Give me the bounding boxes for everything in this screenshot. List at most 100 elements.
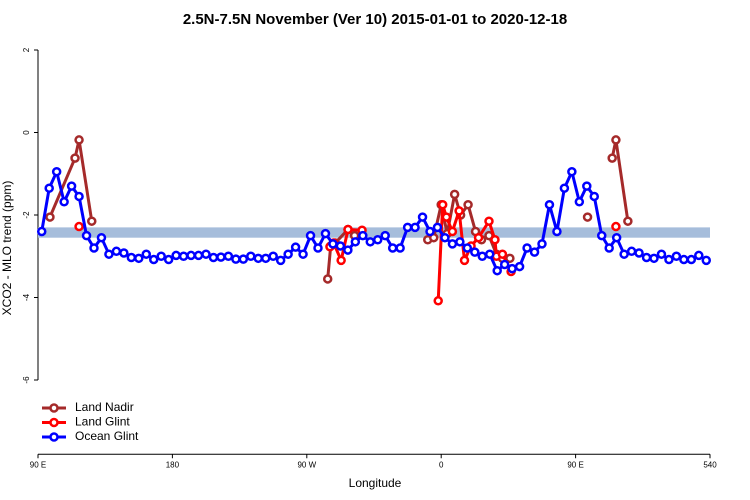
point bbox=[328, 239, 338, 249]
point bbox=[156, 251, 166, 262]
point bbox=[253, 253, 264, 264]
point bbox=[433, 296, 443, 306]
point bbox=[395, 243, 405, 253]
point bbox=[470, 247, 480, 257]
point bbox=[477, 251, 488, 262]
y-tick-label: 0 bbox=[22, 130, 31, 135]
point bbox=[499, 259, 510, 270]
point bbox=[455, 237, 465, 247]
point bbox=[641, 252, 652, 263]
point bbox=[231, 254, 241, 264]
chart-title: 2.5N-7.5N November (Ver 10) 2015-01-01 t… bbox=[183, 11, 567, 28]
point bbox=[87, 216, 97, 226]
point bbox=[425, 226, 435, 237]
point bbox=[604, 243, 614, 253]
point bbox=[51, 166, 62, 177]
point bbox=[313, 243, 323, 253]
point bbox=[350, 237, 361, 247]
point bbox=[74, 135, 84, 145]
point bbox=[611, 135, 621, 145]
point bbox=[290, 242, 301, 252]
point bbox=[134, 253, 144, 264]
point bbox=[497, 249, 508, 259]
point bbox=[171, 250, 181, 261]
point bbox=[298, 249, 308, 259]
x-tick-label: 0 bbox=[439, 460, 444, 469]
point bbox=[305, 230, 316, 241]
point bbox=[492, 265, 502, 276]
point bbox=[343, 245, 353, 255]
point bbox=[45, 212, 55, 222]
y-tick-label: -4 bbox=[22, 293, 31, 301]
point bbox=[505, 253, 515, 264]
y-tick-label: -2 bbox=[22, 211, 31, 219]
point bbox=[567, 166, 577, 177]
point bbox=[387, 243, 398, 253]
x-tick-label: 180 bbox=[166, 460, 180, 469]
reference-band bbox=[38, 227, 710, 238]
point bbox=[582, 181, 592, 191]
point bbox=[462, 243, 473, 253]
point bbox=[74, 191, 84, 202]
point bbox=[380, 230, 390, 241]
point bbox=[223, 251, 234, 262]
point bbox=[111, 246, 122, 257]
point bbox=[522, 243, 532, 253]
point bbox=[208, 252, 219, 263]
x-tick-label: 90 W bbox=[297, 460, 316, 469]
point bbox=[623, 216, 633, 226]
point bbox=[343, 224, 353, 235]
point bbox=[336, 255, 346, 266]
point bbox=[559, 183, 570, 193]
point bbox=[582, 212, 593, 222]
point bbox=[402, 222, 413, 233]
point bbox=[552, 226, 562, 237]
point bbox=[268, 251, 278, 262]
point bbox=[694, 250, 704, 261]
point bbox=[104, 249, 114, 259]
point bbox=[148, 254, 159, 265]
y-tick-label: -6 bbox=[22, 376, 31, 384]
point bbox=[611, 221, 621, 232]
point bbox=[440, 232, 450, 243]
point bbox=[119, 248, 129, 258]
point bbox=[178, 251, 189, 262]
point bbox=[656, 249, 667, 259]
point bbox=[544, 199, 555, 210]
point bbox=[201, 249, 211, 259]
point bbox=[186, 250, 196, 261]
point bbox=[163, 254, 174, 265]
point bbox=[432, 222, 443, 233]
point bbox=[441, 212, 452, 222]
point bbox=[589, 191, 600, 202]
point bbox=[365, 237, 376, 247]
point bbox=[484, 216, 494, 226]
point bbox=[611, 232, 622, 243]
point bbox=[701, 255, 712, 266]
point bbox=[664, 254, 674, 265]
point bbox=[216, 252, 226, 262]
point bbox=[70, 153, 80, 163]
point bbox=[484, 249, 495, 259]
point bbox=[463, 199, 473, 210]
point bbox=[449, 189, 460, 200]
point bbox=[459, 255, 470, 266]
legend-label: Land Nadir bbox=[75, 400, 134, 414]
point bbox=[507, 263, 517, 274]
x-axis-label: Longitude bbox=[349, 476, 402, 490]
point bbox=[437, 199, 448, 210]
point bbox=[96, 232, 107, 243]
point bbox=[410, 222, 420, 233]
x-tick-label: 90 E bbox=[567, 460, 583, 469]
point bbox=[490, 235, 500, 245]
point bbox=[283, 249, 293, 259]
point bbox=[320, 228, 331, 239]
point bbox=[81, 230, 92, 241]
point bbox=[246, 251, 256, 262]
point bbox=[74, 221, 84, 232]
point bbox=[260, 253, 271, 264]
point bbox=[619, 249, 629, 259]
legend-marker bbox=[49, 403, 59, 413]
legend-marker bbox=[49, 417, 59, 428]
